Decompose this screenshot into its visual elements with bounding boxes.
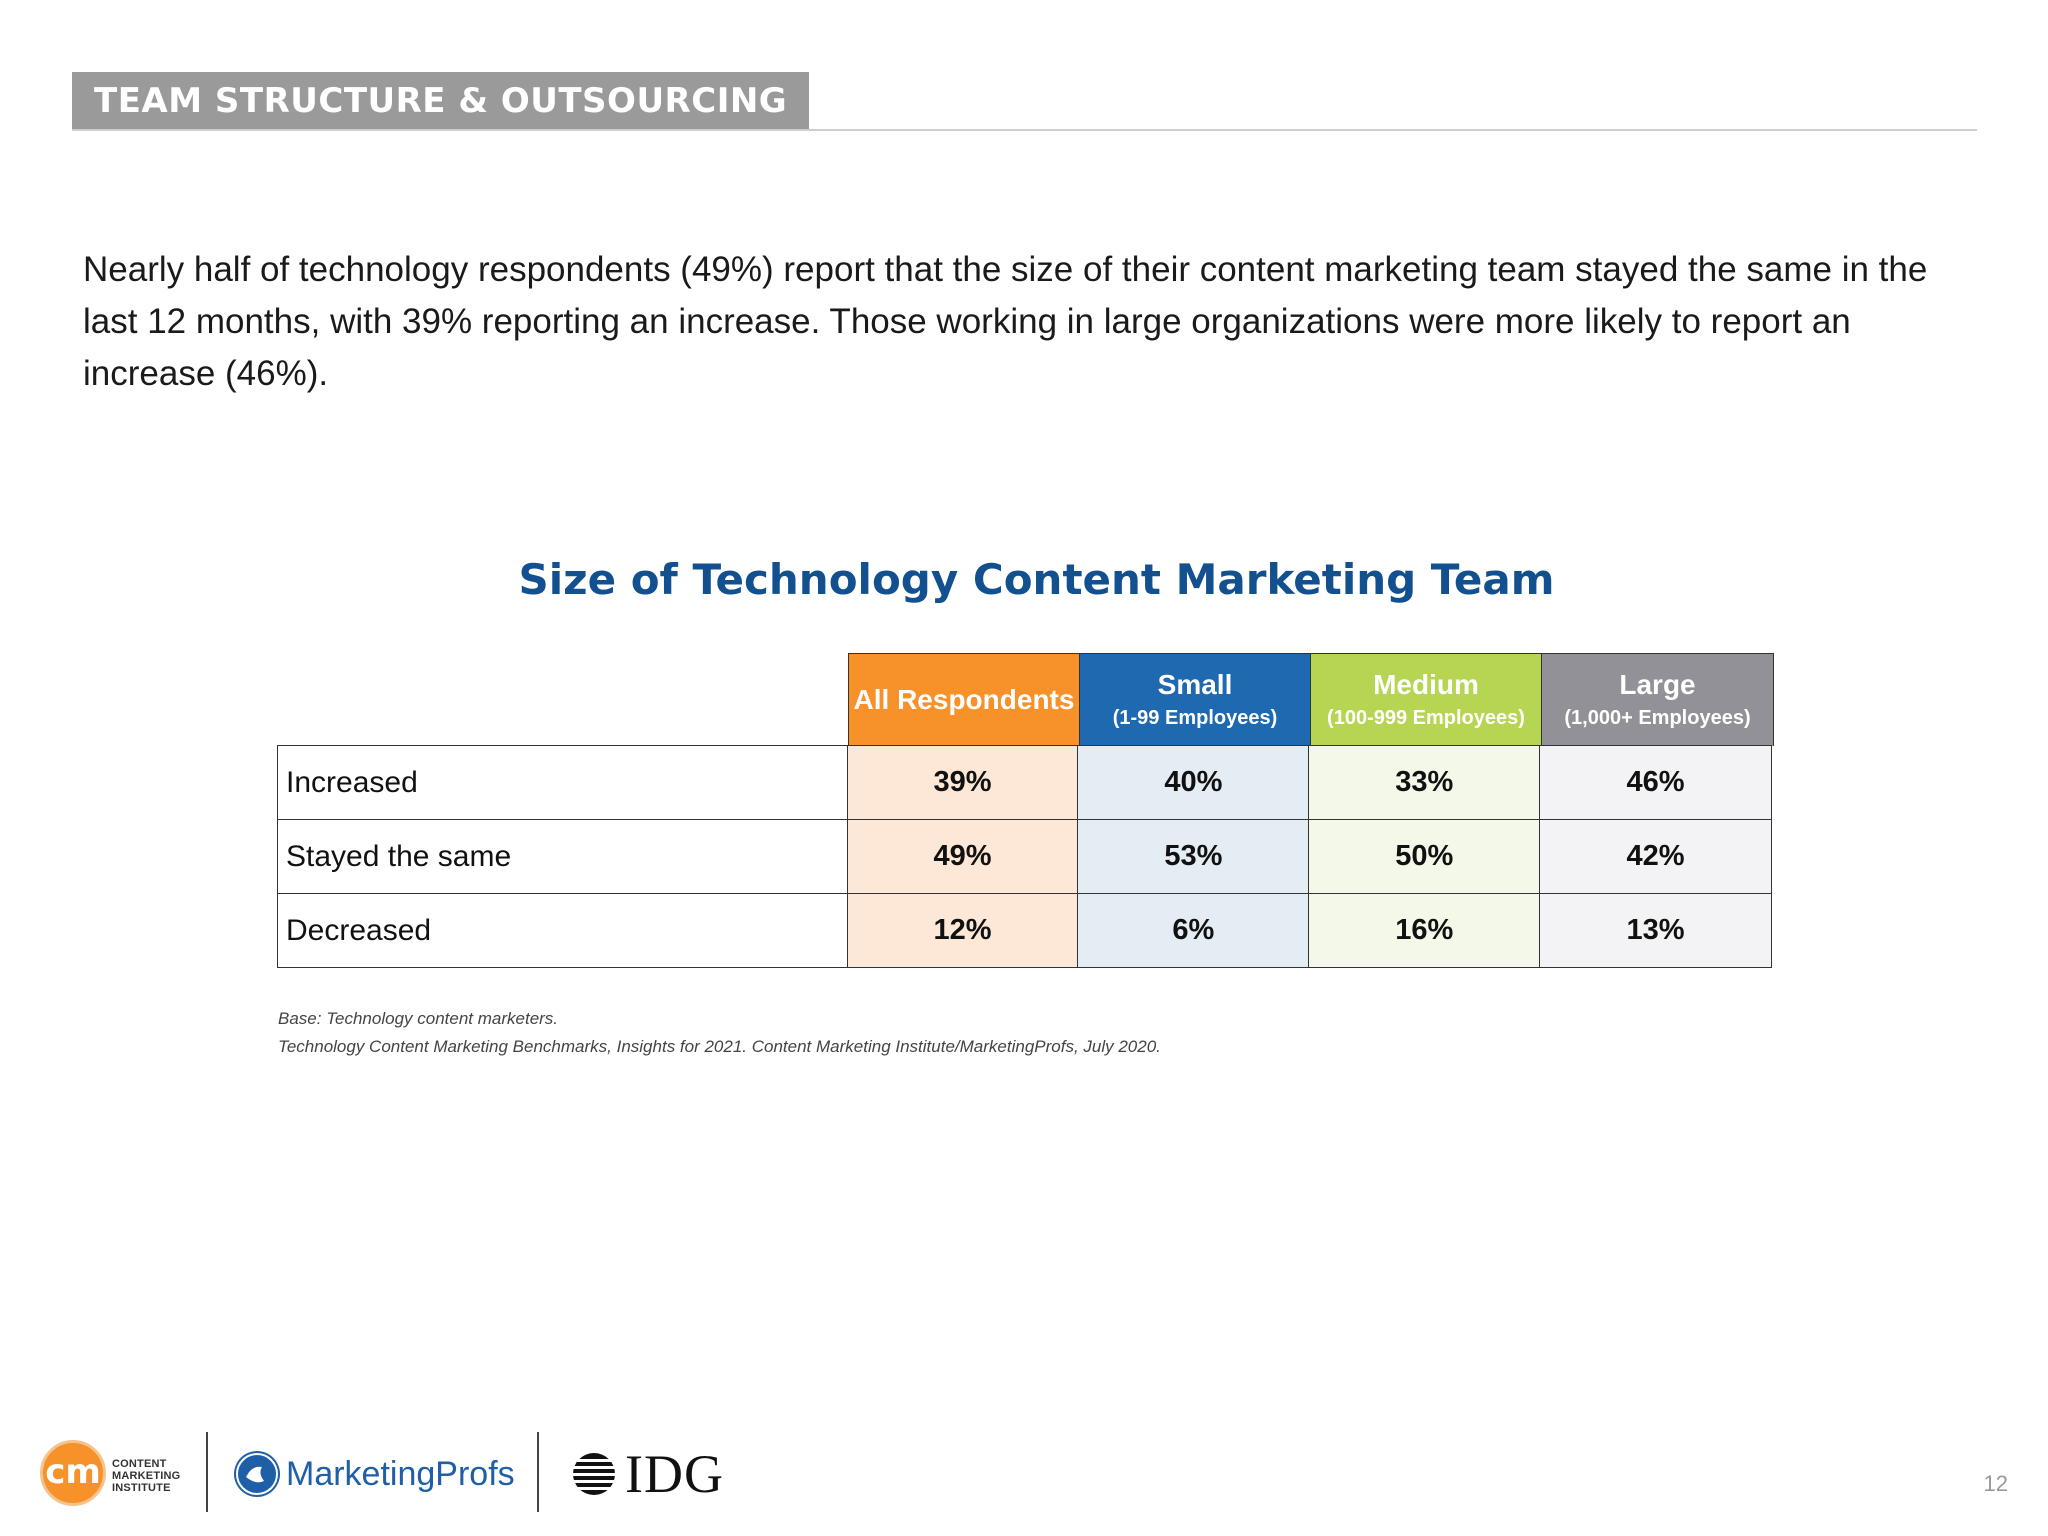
column-header-label: Small (1157, 669, 1233, 700)
cell-all-respondents: 12% (847, 894, 1079, 967)
column-header-sublabel: (100-999 Employees) (1327, 707, 1525, 729)
table-row-stayed-the-same: Stayed the same 49% 53% 50% 42% (278, 820, 1771, 894)
footer-logos: cm CONTENT MARKETING INSTITUTE Marketing… (40, 1432, 800, 1512)
column-header-medium: Medium (100-999 Employees) (1311, 654, 1542, 746)
cmi-wordmark: CONTENT MARKETING INSTITUTE (112, 1458, 180, 1494)
cell-medium: 16% (1309, 894, 1541, 967)
base-note: Base: Technology content marketers. (278, 1009, 559, 1028)
column-header-sublabel: (1,000+ Employees) (1564, 707, 1751, 729)
marketingprofs-logo: MarketingProfs (234, 1446, 515, 1502)
intro-paragraph: Nearly half of technology respondents (4… (83, 250, 1928, 393)
cell-all-respondents: 49% (847, 820, 1079, 893)
column-header-label: Large (1619, 669, 1696, 700)
table-title: Size of Technology Content Marketing Tea… (518, 555, 1555, 604)
cell-small: 6% (1078, 894, 1310, 967)
column-header-large: Large (1,000+ Employees) (1542, 654, 1773, 746)
cell-medium: 33% (1309, 746, 1541, 819)
row-label: Stayed the same (278, 820, 848, 893)
source-note: Technology Content Marketing Benchmarks,… (278, 1037, 1161, 1056)
idg-logo: IDG (565, 1444, 724, 1504)
row-label: Increased (278, 746, 848, 819)
column-header-small: Small (1-99 Employees) (1080, 654, 1311, 746)
cell-all-respondents: 39% (847, 746, 1079, 819)
cmi-initials: cm (45, 1452, 101, 1492)
section-tag: TEAM STRUCTURE & OUTSOURCING (72, 72, 810, 130)
column-header-label: Medium (1373, 669, 1479, 700)
cell-medium: 50% (1309, 820, 1541, 893)
column-header-sublabel: (1-99 Employees) (1112, 707, 1278, 729)
column-header-all-respondents: All Respondents (849, 654, 1080, 746)
cmi-wordmark-line: MARKETING (112, 1470, 181, 1482)
marketingprofs-globe-icon (234, 1451, 280, 1497)
table-header-row: All Respondents Small (1-99 Employees) M… (848, 653, 1774, 746)
cell-small: 53% (1078, 820, 1310, 893)
idg-globe-icon (565, 1453, 623, 1495)
cell-large: 13% (1540, 894, 1771, 967)
table-row-decreased: Decreased 12% 6% 16% 13% (278, 894, 1771, 967)
table-notes: Base: Technology content marketers. Tech… (278, 1005, 1678, 1061)
content-marketing-institute-logo: cm CONTENT MARKETING INSTITUTE (40, 1440, 180, 1510)
marketingprofs-wordmark: MarketingProfs (286, 1454, 515, 1493)
page-number: 12 (1983, 1471, 2008, 1496)
section-divider (72, 129, 1977, 131)
cmi-wordmark-line: INSTITUTE (112, 1482, 171, 1494)
table-row-increased: Increased 39% 40% 33% 46% (278, 746, 1771, 820)
cell-large: 42% (1540, 820, 1771, 893)
cell-large: 46% (1540, 746, 1771, 819)
logo-divider (537, 1432, 539, 1512)
row-label: Decreased (278, 894, 848, 967)
idg-wordmark: IDG (625, 1444, 724, 1504)
cell-small: 40% (1078, 746, 1310, 819)
logo-divider (206, 1432, 208, 1512)
column-header-label: All Respondents (853, 684, 1075, 715)
cmi-wordmark-line: CONTENT (112, 1458, 167, 1470)
table-body: Increased 39% 40% 33% 46% Stayed the sam… (277, 745, 1772, 968)
cmi-circle-icon: cm (40, 1440, 106, 1506)
